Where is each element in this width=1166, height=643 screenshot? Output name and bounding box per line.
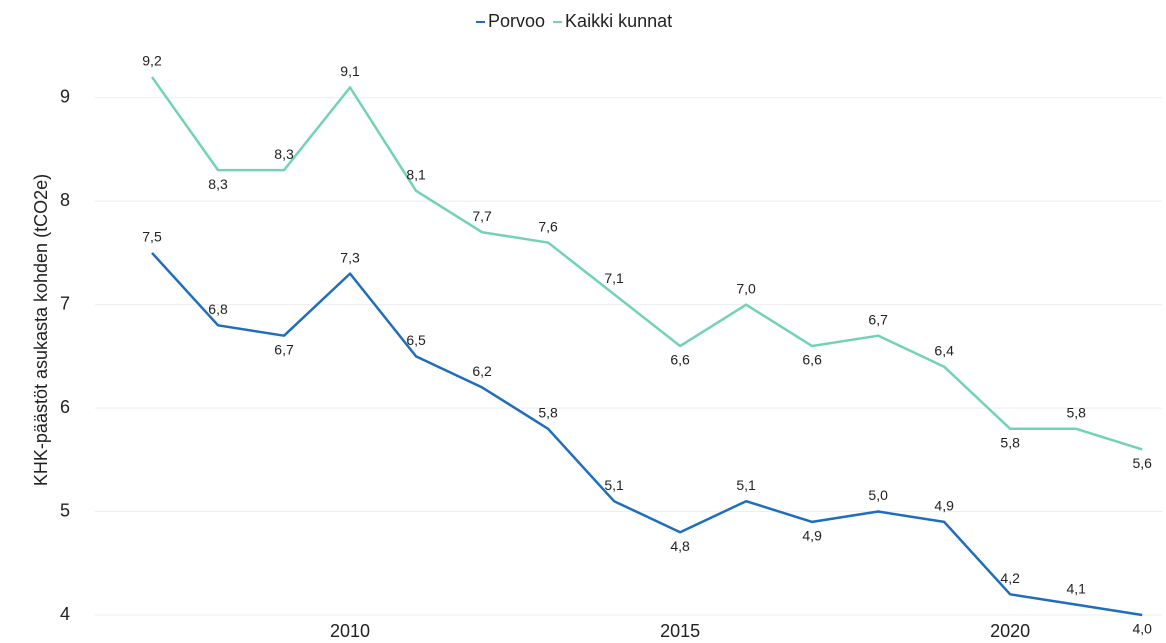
y-tick-label: 7	[60, 293, 70, 313]
y-axis-label: KHK-päästöt asukasta kohden (tCO2e)	[31, 174, 51, 486]
data-label: 7,3	[340, 249, 360, 265]
legend-label: Kaikki kunnat	[565, 11, 672, 31]
x-tick-label: 2010	[330, 621, 370, 641]
data-label: 7,7	[472, 208, 492, 224]
data-label: 6,5	[406, 332, 426, 348]
x-tick-label: 2020	[990, 621, 1030, 641]
data-label: 5,8	[538, 404, 558, 420]
data-label: 4,1	[1066, 580, 1086, 596]
data-label: 6,6	[670, 352, 690, 368]
data-label: 7,1	[604, 270, 624, 286]
data-label: 4,8	[670, 538, 690, 554]
data-label: 8,3	[208, 176, 228, 192]
series-line	[151, 252, 1143, 617]
data-label: 5,8	[1000, 434, 1020, 450]
data-label: 4,9	[802, 528, 822, 544]
data-label: 9,2	[142, 53, 162, 69]
data-label: 6,7	[274, 341, 294, 357]
legend-label: Porvoo	[488, 11, 545, 31]
data-label: 6,6	[802, 352, 822, 368]
data-label: 4,2	[1000, 570, 1020, 586]
data-label: 7,0	[736, 280, 756, 296]
y-tick-label: 8	[60, 190, 70, 210]
data-label: 5,8	[1066, 404, 1086, 420]
data-label: 6,8	[208, 301, 228, 317]
x-tick-label: 2015	[660, 621, 700, 641]
data-label: 5,1	[604, 477, 624, 493]
data-label: 5,0	[868, 487, 888, 503]
y-tick-label: 4	[60, 604, 70, 624]
data-label: 7,6	[538, 218, 558, 234]
data-label: 9,1	[340, 63, 360, 79]
data-label: 5,1	[736, 477, 756, 493]
data-label: 4,0	[1132, 621, 1152, 637]
y-tick-label: 6	[60, 397, 70, 417]
series-line	[150, 76, 1143, 451]
data-label: 4,9	[934, 498, 954, 514]
data-label: 8,1	[406, 167, 426, 183]
data-label: 6,2	[472, 363, 492, 379]
y-tick-label: 5	[60, 500, 70, 520]
data-label: 5,6	[1132, 455, 1152, 471]
data-label: 6,4	[934, 342, 954, 358]
data-label: 6,7	[868, 311, 888, 327]
data-label: 8,3	[274, 146, 294, 162]
data-label: 7,5	[142, 229, 162, 245]
y-tick-label: 9	[60, 86, 70, 106]
